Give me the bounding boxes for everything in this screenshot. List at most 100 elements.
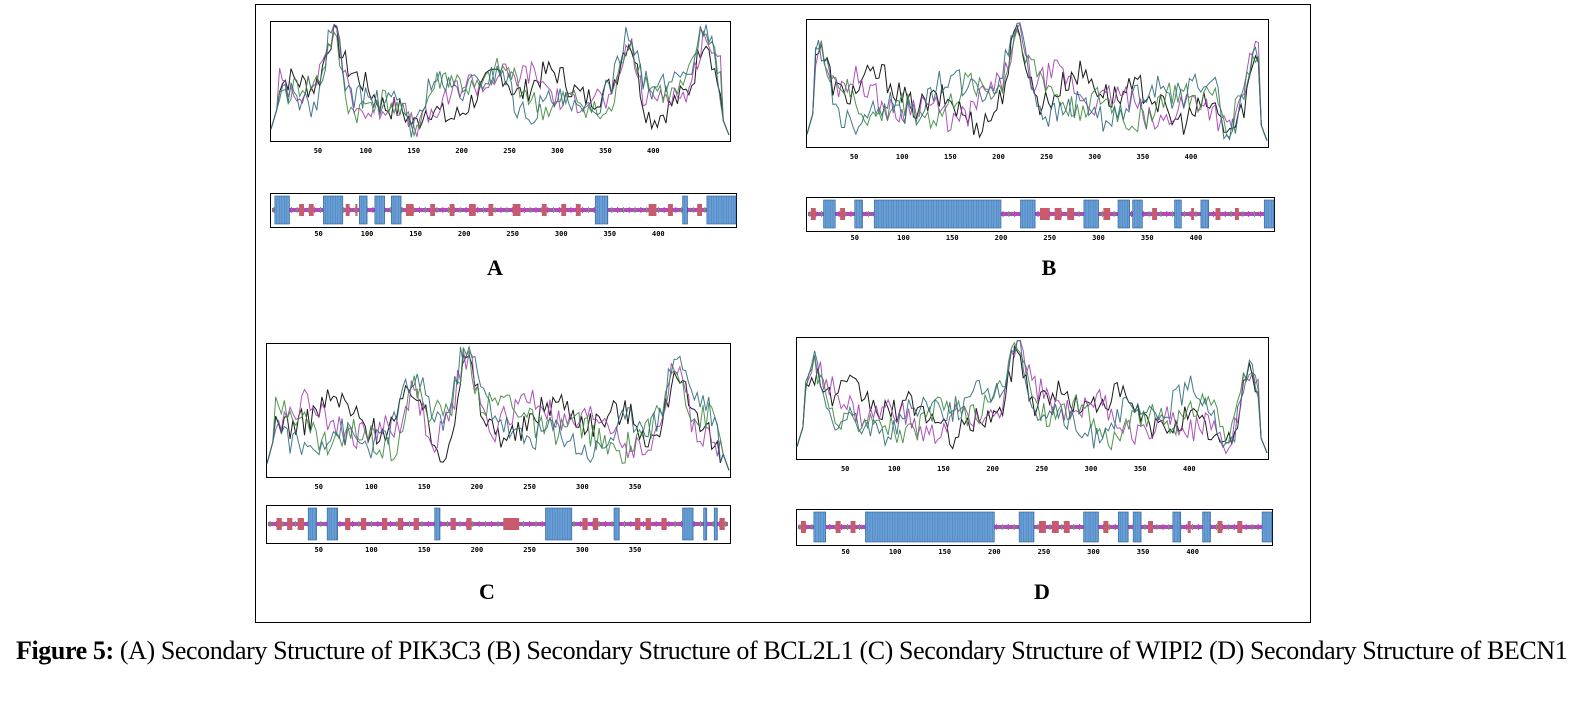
plot-tick-label: 150: [418, 483, 431, 491]
bar-tick-label: 100: [897, 234, 910, 242]
helix-segment: [1174, 199, 1182, 229]
bar-tick-label: 50: [841, 548, 849, 556]
bar-tick-label: 350: [629, 546, 642, 554]
bar-tick-label: 150: [938, 548, 951, 556]
strand-segment: [850, 521, 856, 533]
panel-label-d: D: [1034, 579, 1050, 604]
plot-tick-label: 50: [850, 153, 858, 161]
helix-segment: [1263, 199, 1275, 229]
strand-segment: [719, 518, 725, 530]
helix-segment: [391, 195, 402, 225]
bar-tick-label: 50: [314, 230, 322, 238]
helix-segment: [323, 195, 344, 225]
series-line-1: [806, 24, 1268, 141]
helix-segment: [1117, 199, 1130, 229]
strand-segment: [648, 204, 657, 216]
strand-segment: [1235, 208, 1239, 220]
plot-tick-label: 350: [599, 147, 612, 155]
figure-caption: Figure 5: (A) Secondary Structure of PIK…: [16, 636, 1586, 666]
bar-tick-label: 350: [1141, 234, 1154, 242]
series-line-4: [270, 23, 730, 138]
strand-segment: [645, 518, 651, 530]
strand-segment: [1191, 208, 1195, 220]
helix-segment: [1132, 199, 1143, 229]
helix-segment: [1083, 511, 1099, 543]
strand-segment: [308, 204, 314, 216]
strand-segment: [1054, 208, 1062, 220]
strand-segment: [1067, 208, 1075, 220]
strand-segment: [382, 518, 388, 530]
plot-tick-label: 100: [365, 483, 378, 491]
plot-tick-label: 50: [314, 147, 322, 155]
helix-segment: [703, 507, 708, 541]
helix-segment: [713, 507, 718, 541]
strand-segment: [635, 518, 641, 530]
strand-segment: [1103, 208, 1111, 220]
strand-segment: [810, 208, 816, 220]
strand-segment: [512, 204, 521, 216]
strand-segment: [1148, 521, 1153, 533]
coil-track: [272, 208, 734, 212]
helix-segment: [1018, 511, 1035, 543]
strand-segment: [800, 521, 806, 533]
bar-tick-label: 250: [506, 230, 519, 238]
helix-segment: [813, 511, 827, 543]
caption-label: Figure 5:: [16, 636, 114, 665]
strand-segment: [345, 204, 350, 216]
panel-label-a: A: [487, 255, 503, 280]
strand-segment: [450, 518, 456, 530]
strand-segment: [561, 204, 567, 216]
helix-segment: [1202, 511, 1211, 543]
plot-tick-label: 250: [1036, 465, 1049, 473]
plot-tick-label: 50: [315, 483, 323, 491]
bar-tick-label: 350: [603, 230, 616, 238]
plot-frame: [796, 337, 1269, 460]
plot-tick-label: 50: [841, 465, 849, 473]
series-line-1: [270, 23, 730, 136]
plot-tick-label: 350: [629, 483, 642, 491]
strand-segment: [449, 204, 455, 216]
helix-segment: [434, 507, 441, 541]
helix-segment: [682, 195, 688, 225]
bar-tick-label: 200: [471, 546, 484, 554]
bar-tick-label: 50: [315, 546, 323, 554]
bar-tick-label: 350: [1137, 548, 1150, 556]
plot-tick-label: 200: [471, 483, 484, 491]
helix-segment: [545, 507, 573, 541]
helix-segment: [873, 199, 1002, 229]
bar-tick-label: 200: [995, 234, 1008, 242]
panel-label-b: B: [1041, 255, 1057, 280]
strand-segment: [1040, 208, 1050, 220]
strand-segment: [488, 204, 494, 216]
helix-segment: [613, 507, 620, 541]
bar-tick-label: 300: [1092, 234, 1105, 242]
series-line-2: [796, 340, 1268, 455]
strand-segment: [1038, 521, 1046, 533]
plot-tick-label: 200: [992, 153, 1005, 161]
strand-segment: [1063, 521, 1070, 533]
bar-tick-label: 200: [458, 230, 471, 238]
caption-text: (A) Secondary Structure of PIK3C3 (B) Se…: [113, 636, 1568, 665]
bar-tick-label: 300: [576, 546, 589, 554]
plot-tick-label: 300: [1088, 153, 1101, 161]
strand-segment: [503, 518, 520, 530]
strand-segment: [469, 204, 476, 216]
strand-segment: [430, 204, 436, 216]
helix-segment: [307, 507, 317, 541]
strand-segment: [355, 204, 358, 216]
bar-tick-label: 400: [1190, 234, 1203, 242]
strand-segment: [276, 518, 282, 530]
bar-tick-label: 250: [1038, 548, 1051, 556]
plot-tick-label: 400: [1183, 465, 1196, 473]
panel-b-plot: 50 100 150 200 250 300 350 400 50 100 150 200 250 300…: [806, 19, 1275, 242]
strand-segment: [1237, 521, 1243, 533]
figure-frame: 50 100 150 200 250 300 350 400 50 100 150 200 250 300…: [255, 4, 1311, 623]
bar-tick-label: 400: [652, 230, 665, 238]
strand-segment: [297, 518, 304, 530]
plot-tick-label: 150: [944, 153, 957, 161]
plot-tick-label: 300: [576, 483, 589, 491]
bar-tick-label: 400: [1186, 548, 1199, 556]
plot-tick-label: 150: [937, 465, 950, 473]
strand-segment: [592, 518, 599, 530]
plot-tick-label: 150: [407, 147, 420, 155]
